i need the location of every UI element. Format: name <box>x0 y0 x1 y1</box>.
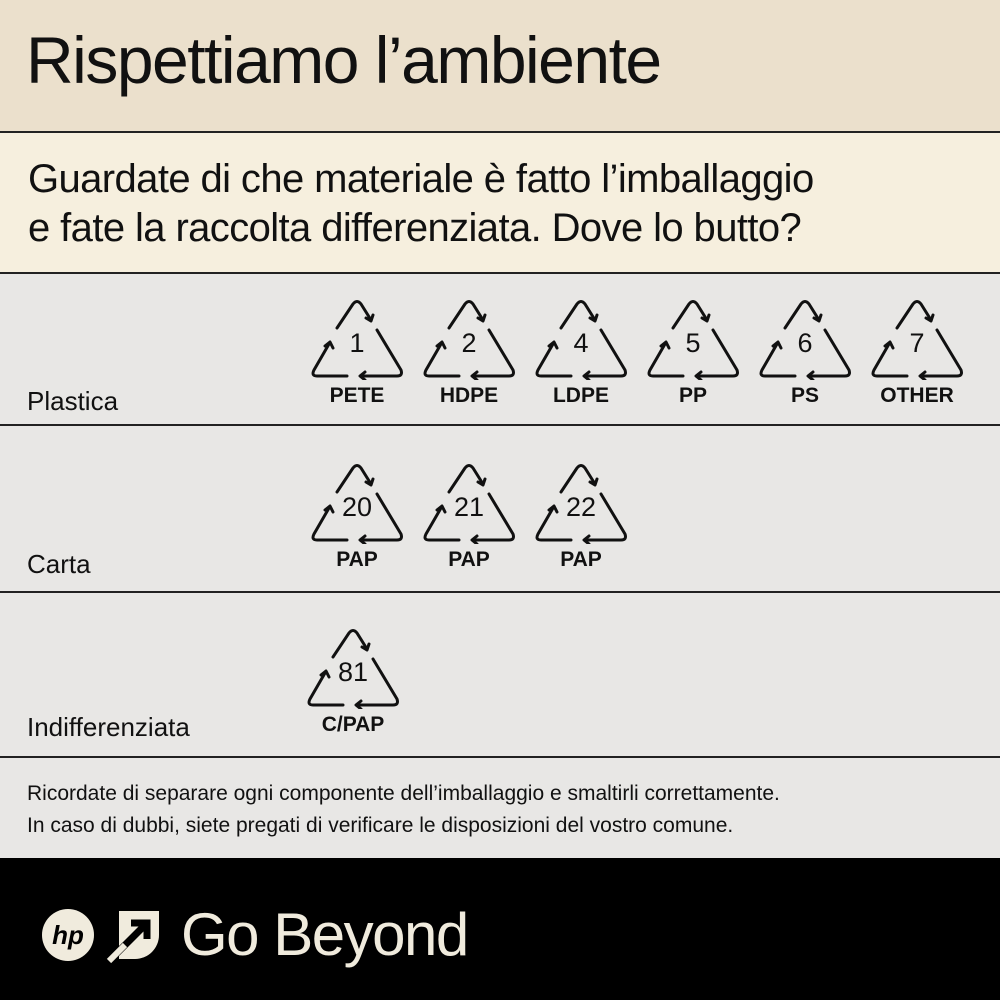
recycling-triangle-icon <box>535 464 627 544</box>
material-code: C/PAP <box>321 713 385 736</box>
resin-number: 20 <box>341 492 373 522</box>
resin-number: 7 <box>909 328 925 358</box>
recycling-symbol: 4 LDPE <box>531 300 631 408</box>
material-code: PAP <box>336 548 378 571</box>
recycling-triangle-icon <box>307 629 399 709</box>
category-row-indifferenziata: Indifferenziata 81 C/PAP <box>0 593 1000 758</box>
resin-number: 4 <box>573 328 589 358</box>
recycling-triangle-icon <box>647 300 739 380</box>
material-code: PS <box>790 384 819 407</box>
svg-text:hp: hp <box>52 920 84 950</box>
recycling-symbol: 5 PP <box>643 300 743 408</box>
page-title: Rispettiamo l’ambiente <box>26 23 662 97</box>
category-label: Plastica <box>27 386 119 416</box>
note-line-1: Ricordate di separare ogni componente de… <box>27 782 780 805</box>
material-code: PETE <box>329 384 385 407</box>
recycling-triangle-icon <box>759 300 851 380</box>
note-band: Ricordate di separare ogni componente de… <box>0 758 1000 858</box>
recycling-symbol: 22 PAP <box>531 464 631 572</box>
material-code: OTHER <box>880 384 954 407</box>
material-code: LDPE <box>552 384 609 407</box>
brand: hp Go Beyond <box>41 900 469 969</box>
arrow-leaf-icon <box>106 910 159 963</box>
material-code: HDPE <box>439 384 499 407</box>
recycling-symbol: 1 PETE <box>307 300 407 408</box>
category-row-plastica: Plastica 1 PETE 2 HDPE 4 LDPE <box>0 274 1000 426</box>
recycling-symbol: 21 PAP <box>419 464 519 572</box>
recycling-symbol: 7 OTHER <box>867 300 967 408</box>
title-band: Rispettiamo l’ambiente <box>0 0 1000 133</box>
subtitle: Guardate di che materiale è fatto l’imba… <box>28 155 814 253</box>
resin-number: 1 <box>349 328 365 358</box>
recycling-triangle-icon <box>311 300 403 380</box>
recycling-triangle-icon <box>535 300 627 380</box>
material-code: PAP <box>448 548 490 571</box>
category-row-carta: Carta 20 PAP 21 PAP 22 PAP <box>0 426 1000 593</box>
recycling-symbol: 20 PAP <box>307 464 407 572</box>
hp-logo-icon: hp <box>42 908 94 961</box>
resin-number: 22 <box>565 492 597 522</box>
resin-number: 5 <box>685 328 701 358</box>
subtitle-line-2: e fate la raccolta differenziata. Dove l… <box>28 206 802 250</box>
subtitle-line-1: Guardate di che materiale è fatto l’imba… <box>28 157 814 201</box>
category-label: Indifferenziata <box>27 712 190 742</box>
footer: hp Go Beyond <box>0 858 1000 1000</box>
resin-number: 81 <box>337 657 369 687</box>
recycling-triangle-icon <box>423 300 515 380</box>
note-line-2: In caso di dubbi, siete pregati di verif… <box>27 814 734 837</box>
note: Ricordate di separare ogni componente de… <box>27 778 780 842</box>
recycling-symbol: 2 HDPE <box>419 300 519 408</box>
category-label: Carta <box>27 549 91 579</box>
resin-number: 2 <box>461 328 477 358</box>
material-code: PP <box>678 384 707 407</box>
brand-text: Go Beyond <box>181 901 469 968</box>
material-code: PAP <box>560 548 602 571</box>
recycling-triangle-icon <box>423 464 515 544</box>
recycling-triangle-icon <box>871 300 963 380</box>
recycling-triangle-icon <box>311 464 403 544</box>
resin-number: 21 <box>453 492 485 522</box>
subtitle-band: Guardate di che materiale è fatto l’imba… <box>0 133 1000 274</box>
recycling-symbol: 81 C/PAP <box>303 629 403 737</box>
recycling-symbol: 6 PS <box>755 300 855 408</box>
resin-number: 6 <box>797 328 813 358</box>
